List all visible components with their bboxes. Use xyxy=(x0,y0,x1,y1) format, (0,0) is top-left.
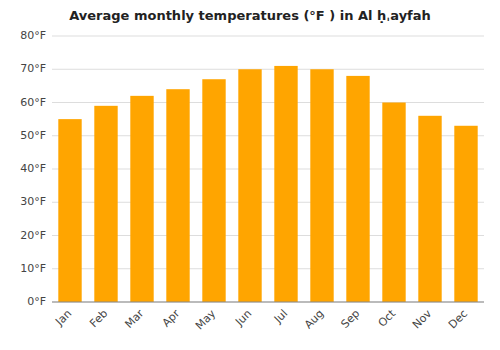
bar xyxy=(238,69,261,302)
y-tick-label: 20°F xyxy=(20,229,46,242)
bar xyxy=(94,106,117,302)
y-tick-label: 40°F xyxy=(20,162,46,175)
x-tick-label: Apr xyxy=(160,307,183,330)
bars xyxy=(58,66,477,302)
x-tick-label: Sep xyxy=(338,307,362,331)
x-tick-label: Dec xyxy=(446,307,470,331)
x-tick-label: Mar xyxy=(122,307,146,331)
bar xyxy=(310,69,333,302)
y-tick-label: 0°F xyxy=(27,295,46,308)
x-tick-label: May xyxy=(193,307,219,333)
grid-line xyxy=(52,302,484,303)
y-tick-label: 70°F xyxy=(20,62,46,75)
bar xyxy=(274,66,297,302)
title: Average monthly temperatures (°F ) in Al… xyxy=(69,8,431,23)
x-tick-label: Jan xyxy=(52,307,74,329)
bar xyxy=(202,79,225,302)
bar xyxy=(130,96,153,302)
chart-container: 0°F 10°F 20°F 30°F 40°F 50°F 60°F 70°F 80°F Jan Fe… xyxy=(0,0,500,350)
x-tick-label: Aug xyxy=(302,307,326,331)
bar xyxy=(382,103,405,303)
grid-line xyxy=(52,69,484,70)
x-tick-label: Jul xyxy=(271,307,290,326)
y-axis: 0°F 10°F 20°F 30°F 40°F 50°F 60°F 70°F 80°F xyxy=(20,29,484,308)
y-tick-label: 10°F xyxy=(20,262,46,275)
grid-line xyxy=(52,36,484,37)
grid-line xyxy=(52,102,484,103)
y-tick-label: 60°F xyxy=(20,96,46,109)
x-axis-line xyxy=(52,302,484,303)
x-tick-label: Feb xyxy=(87,307,110,330)
x-axis: Jan Feb Mar Apr May Jun Jul Aug Sep Oct Nov Dec xyxy=(52,307,470,333)
bar xyxy=(454,126,477,302)
x-tick-label: Jun xyxy=(232,307,254,329)
x-tick-label: Oct xyxy=(376,307,399,330)
bar xyxy=(166,89,189,302)
bar xyxy=(418,116,441,302)
y-tick-label: 50°F xyxy=(20,129,46,142)
y-tick-label: 80°F xyxy=(20,29,46,42)
y-tick-label: 30°F xyxy=(20,195,46,208)
chart: 0°F 10°F 20°F 30°F 40°F 50°F 60°F 70°F 80°F Jan Fe… xyxy=(0,0,500,350)
x-tick-label: Nov xyxy=(410,307,435,332)
bar xyxy=(346,76,369,302)
bar xyxy=(58,119,81,302)
